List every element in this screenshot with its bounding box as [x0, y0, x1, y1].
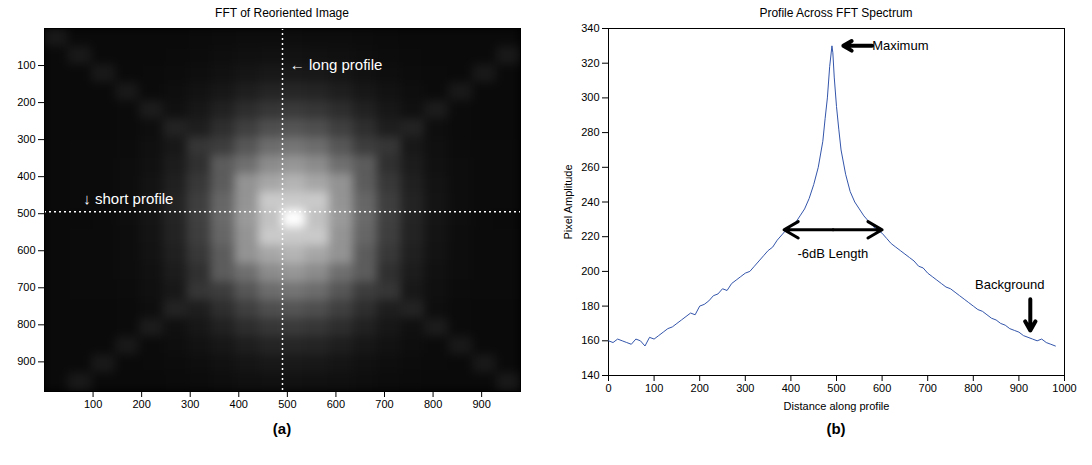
svg-text:← long profile: ← long profile	[290, 56, 383, 73]
svg-text:600: 600	[17, 244, 35, 256]
svg-text:Pixel Amplitude: Pixel Amplitude	[562, 164, 574, 239]
svg-text:600: 600	[327, 398, 345, 410]
svg-text:400: 400	[230, 398, 248, 410]
svg-text:100: 100	[645, 382, 663, 394]
svg-text:260: 260	[581, 161, 599, 173]
svg-text:300: 300	[17, 133, 35, 145]
svg-text:800: 800	[424, 398, 442, 410]
svg-text:1000: 1000	[1052, 382, 1076, 394]
svg-text:500: 500	[827, 382, 845, 394]
svg-text:100: 100	[84, 398, 102, 410]
svg-text:900: 900	[472, 398, 490, 410]
svg-text:800: 800	[964, 382, 982, 394]
svg-text:300: 300	[181, 398, 199, 410]
svg-text:300: 300	[581, 91, 599, 103]
svg-text:200: 200	[17, 96, 35, 108]
svg-text:500: 500	[17, 207, 35, 219]
svg-text:200: 200	[581, 265, 599, 277]
svg-text:700: 700	[919, 382, 937, 394]
svg-text:140: 140	[581, 369, 599, 381]
svg-text:180: 180	[581, 300, 599, 312]
svg-text:220: 220	[581, 230, 599, 242]
svg-text:200: 200	[132, 398, 150, 410]
svg-text:400: 400	[17, 170, 35, 182]
svg-text:800: 800	[17, 318, 35, 330]
html-text:Profile Across FFT Spectrum: Profile Across FFT Spectrum	[759, 6, 913, 20]
svg-text:↓ short profile: ↓ short profile	[83, 190, 173, 207]
svg-text:700: 700	[17, 281, 35, 293]
svg-text:100: 100	[17, 59, 35, 71]
svg-text:280: 280	[581, 126, 599, 138]
svg-text:Background: Background	[975, 277, 1044, 292]
html-text:(b): (b)	[826, 420, 846, 437]
svg-text:200: 200	[691, 382, 709, 394]
svg-text:Distance along profile: Distance along profile	[784, 400, 890, 412]
svg-text:240: 240	[581, 196, 599, 208]
svg-text:600: 600	[873, 382, 891, 394]
svg-text:900: 900	[17, 355, 35, 367]
svg-text:0: 0	[605, 382, 611, 394]
svg-text:160: 160	[581, 334, 599, 346]
svg-text:-6dB Length: -6dB Length	[797, 246, 868, 261]
svg-text:900: 900	[1010, 382, 1028, 394]
svg-text:700: 700	[375, 398, 393, 410]
svg-text:Maximum: Maximum	[872, 38, 928, 53]
html-text:(a): (a)	[272, 420, 292, 437]
svg-text:500: 500	[278, 398, 296, 410]
svg-text:300: 300	[736, 382, 754, 394]
html-text:FFT of Reoriented Image: FFT of Reoriented Image	[215, 6, 349, 20]
svg-text:400: 400	[782, 382, 800, 394]
svg-text:340: 340	[581, 22, 599, 34]
svg-text:320: 320	[581, 57, 599, 69]
